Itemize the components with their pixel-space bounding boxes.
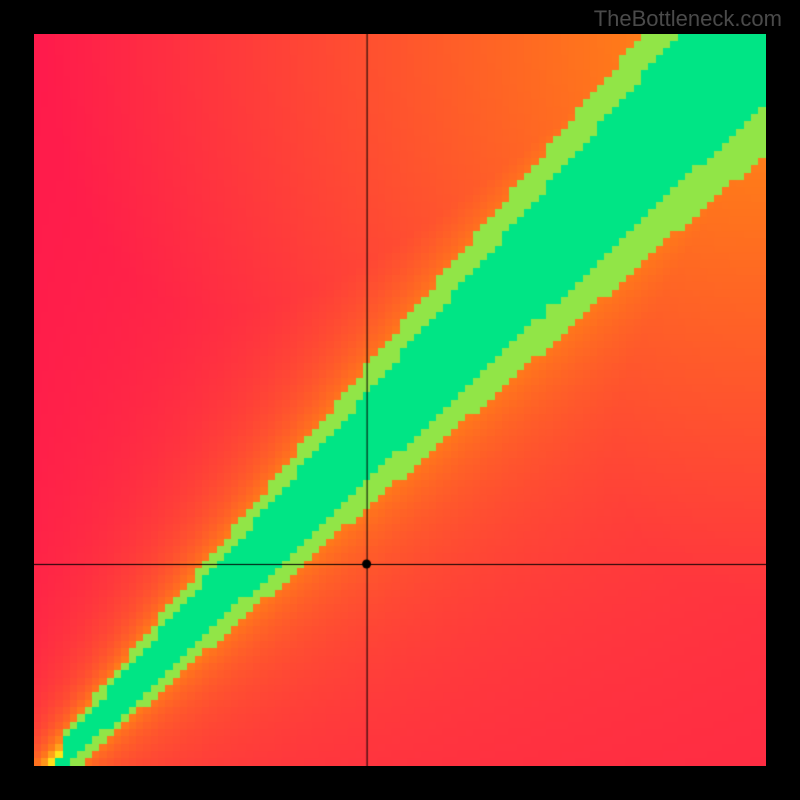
watermark-text: TheBottleneck.com bbox=[594, 6, 782, 32]
bottleneck-heatmap bbox=[34, 34, 766, 766]
chart-container: TheBottleneck.com bbox=[0, 0, 800, 800]
